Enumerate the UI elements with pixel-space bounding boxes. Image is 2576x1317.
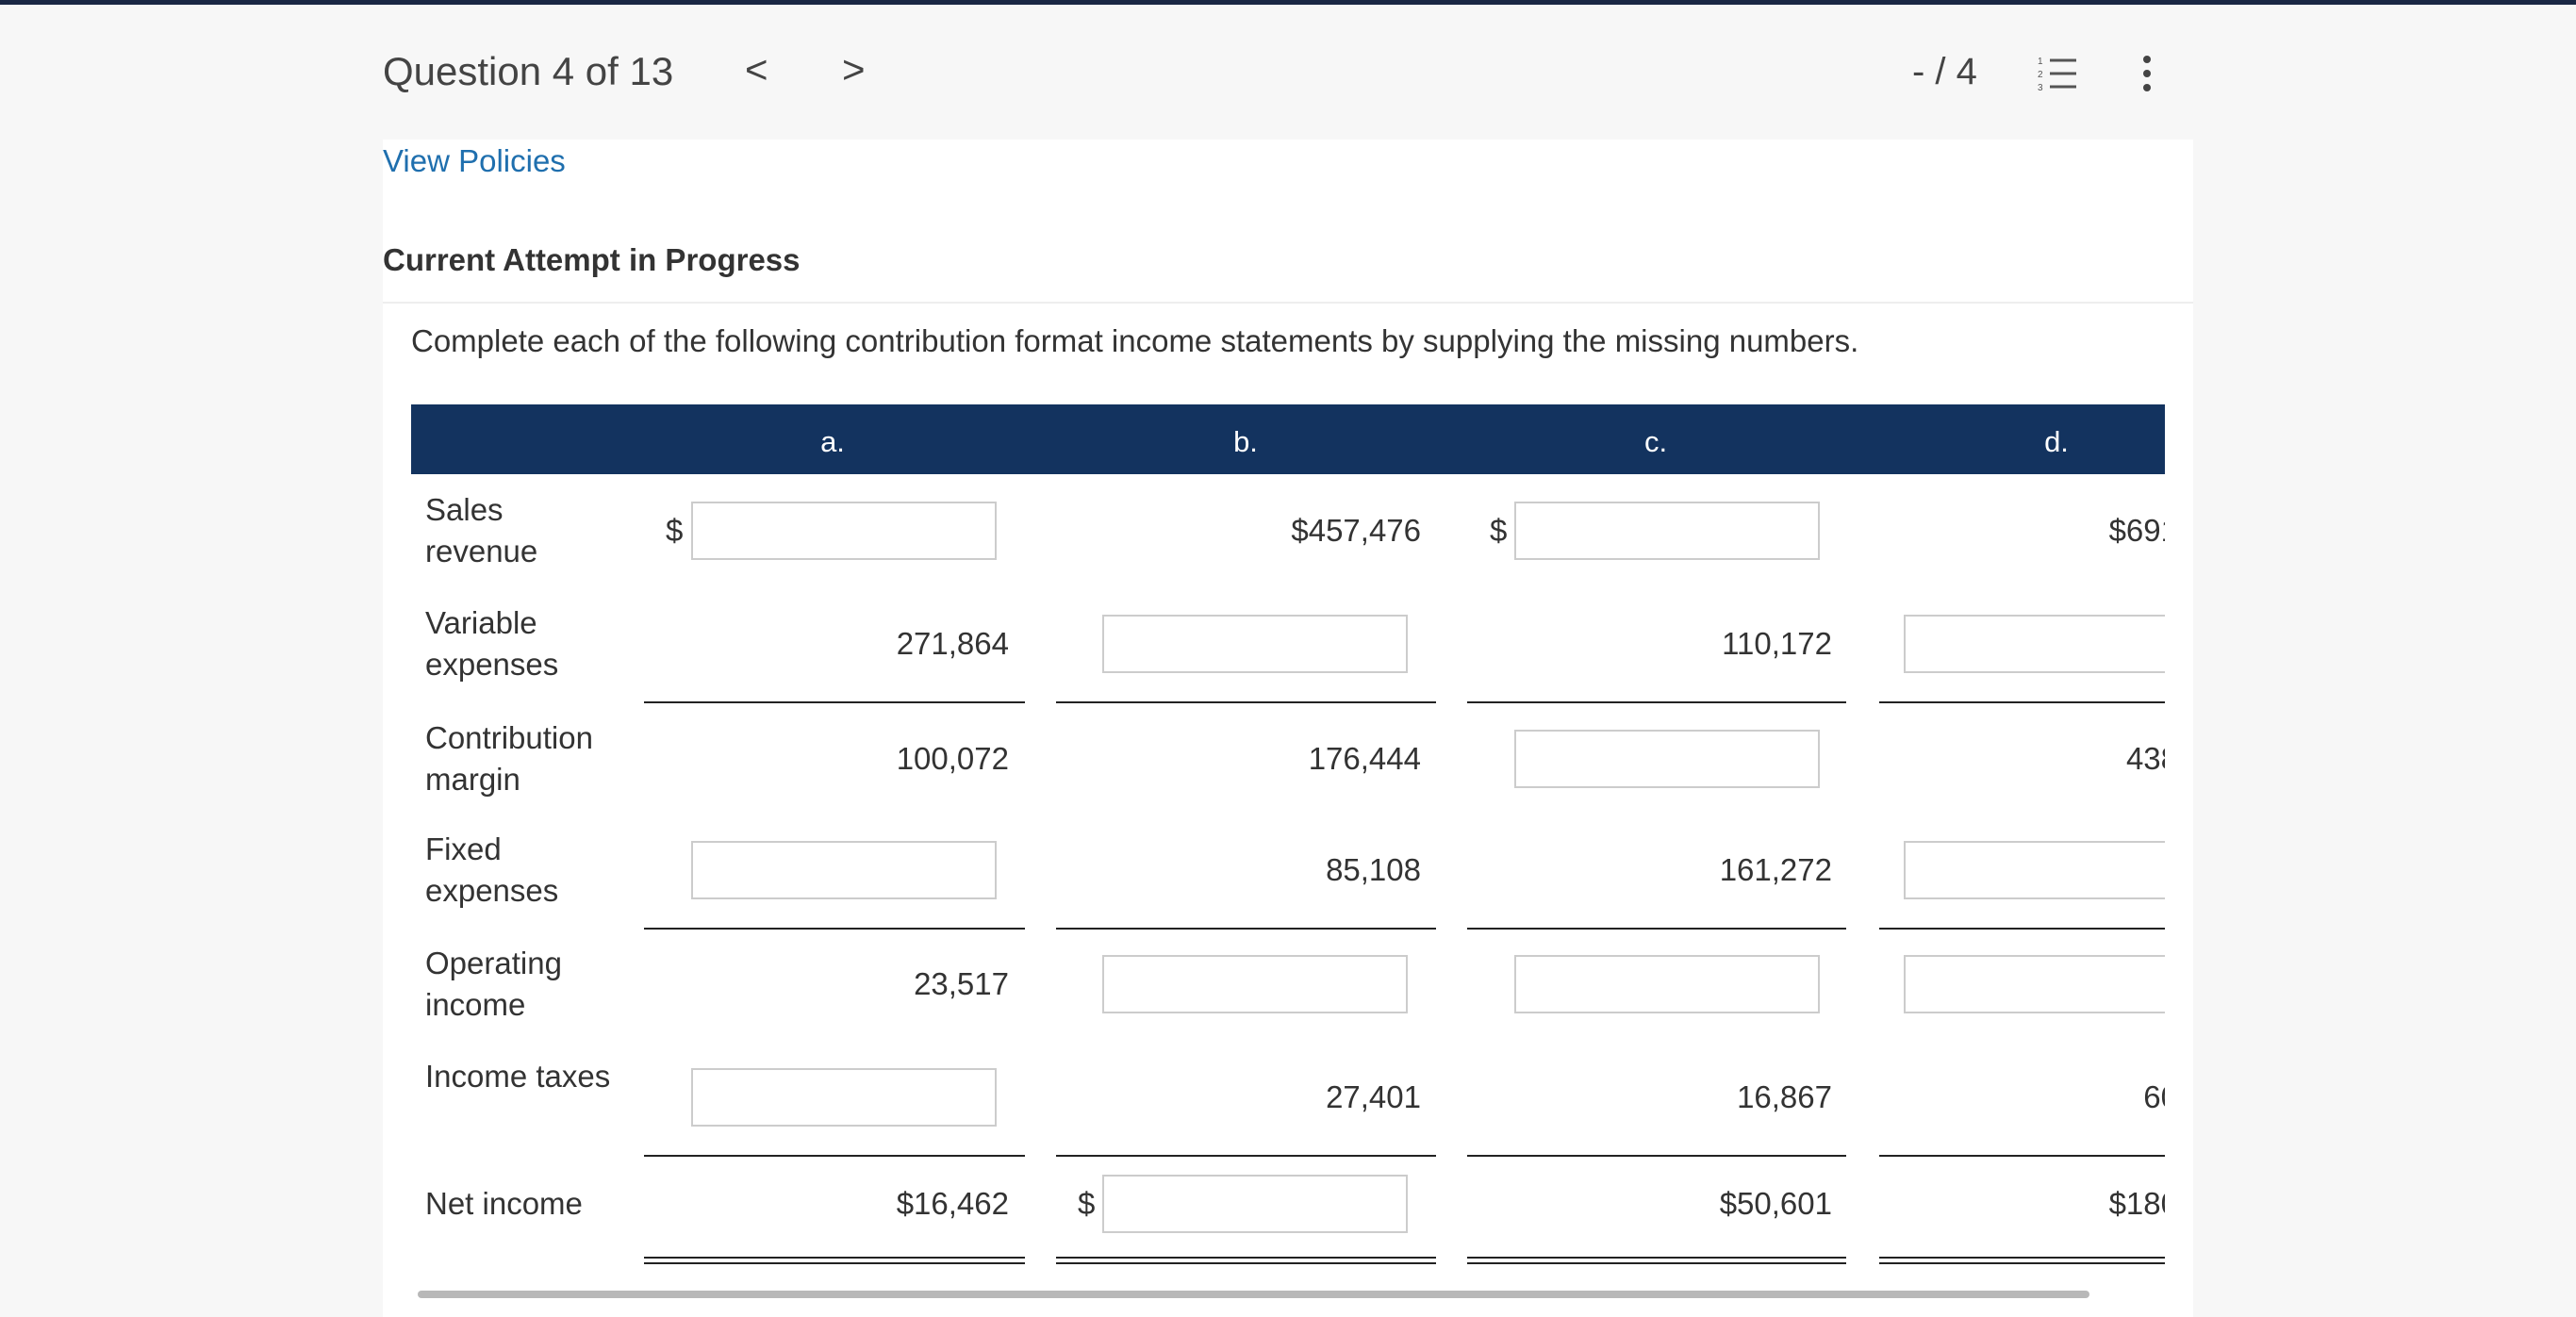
underline bbox=[1879, 1257, 2165, 1259]
more-menu[interactable] bbox=[2138, 55, 2155, 92]
answer-input[interactable] bbox=[1904, 615, 2165, 673]
underline bbox=[1879, 928, 2165, 930]
underline bbox=[1467, 1262, 1846, 1264]
column-header: a. bbox=[820, 425, 845, 458]
answer-input[interactable] bbox=[1102, 955, 1408, 1013]
scrollbar[interactable] bbox=[418, 1291, 2089, 1298]
prev-button[interactable]: < bbox=[745, 47, 768, 91]
row-label: Contribution margin bbox=[425, 720, 593, 797]
currency-sign: $ bbox=[1078, 1186, 1096, 1221]
cell-value: 176,444 bbox=[1308, 741, 1421, 776]
cell-value: $180 bbox=[2108, 1186, 2165, 1221]
separator bbox=[383, 302, 2193, 304]
answer-input[interactable] bbox=[1514, 730, 1820, 788]
cell-value: 23,517 bbox=[914, 966, 1009, 1001]
underline bbox=[1056, 928, 1436, 930]
answer-input[interactable] bbox=[1904, 955, 2165, 1013]
underline bbox=[1467, 1257, 1846, 1259]
cell-value: $16,462 bbox=[896, 1186, 1009, 1221]
cell-value: $457,476 bbox=[1291, 513, 1421, 548]
currency-sign: $ bbox=[1490, 513, 1508, 548]
answer-input[interactable] bbox=[691, 502, 997, 560]
cell-value: 110,172 bbox=[1722, 626, 1832, 661]
currency-sign: $ bbox=[666, 513, 684, 548]
instructions: Complete each of the following contribut… bbox=[411, 323, 1859, 358]
row-label: Income taxes bbox=[425, 1059, 611, 1094]
answer-input[interactable] bbox=[1514, 955, 1820, 1013]
answer-input[interactable] bbox=[1102, 1175, 1408, 1233]
column-header: d. bbox=[2044, 425, 2069, 458]
row-label: Net income bbox=[425, 1186, 583, 1221]
row-label: Sales revenue bbox=[425, 492, 538, 568]
underline bbox=[1056, 701, 1436, 703]
income-table: a. b. c. d. Sales revenue $ $457,476 $ $691 Vari… bbox=[411, 404, 2165, 1272]
table-header: a. b. c. d. bbox=[411, 404, 2165, 474]
svg-text:3: 3 bbox=[2038, 83, 2043, 92]
underline bbox=[1467, 928, 1846, 930]
view-policies-link[interactable]: View Policies bbox=[383, 143, 566, 178]
cell-value: 60 bbox=[2143, 1079, 2165, 1114]
answer-input[interactable] bbox=[691, 841, 997, 899]
cell-value: 85,108 bbox=[1326, 852, 1421, 887]
underline bbox=[1467, 701, 1846, 703]
top-bar bbox=[0, 0, 2576, 5]
question-title: Question 4 of 13 bbox=[383, 49, 674, 93]
column-header: b. bbox=[1233, 425, 1258, 458]
cell-value: $50,601 bbox=[1719, 1186, 1832, 1221]
underline bbox=[644, 701, 1025, 703]
underline bbox=[1879, 701, 2165, 703]
row-label: Variable expenses bbox=[425, 605, 559, 682]
svg-text:1: 1 bbox=[2038, 57, 2043, 67]
cell-value: 161,272 bbox=[1719, 852, 1832, 887]
next-button[interactable]: > bbox=[842, 47, 866, 91]
underline bbox=[1879, 1155, 2165, 1157]
underline bbox=[1467, 1155, 1846, 1157]
underline bbox=[1879, 1262, 2165, 1264]
svg-text:2: 2 bbox=[2038, 70, 2043, 80]
answer-input[interactable] bbox=[691, 1068, 997, 1127]
score: - / 4 bbox=[1912, 51, 1977, 92]
underline bbox=[1056, 1257, 1436, 1259]
column-header: c. bbox=[1643, 425, 1668, 458]
cell-value: 100,072 bbox=[896, 741, 1009, 776]
row-label: Fixed expenses bbox=[425, 831, 559, 908]
question-list-icon[interactable]: 1 2 3 bbox=[2037, 55, 2078, 92]
underline bbox=[644, 928, 1025, 930]
answer-input[interactable] bbox=[1514, 502, 1820, 560]
answer-input[interactable] bbox=[1102, 615, 1408, 673]
underline bbox=[644, 1262, 1025, 1264]
cell-value: 27,401 bbox=[1326, 1079, 1421, 1114]
cell-value: 438 bbox=[2125, 741, 2165, 776]
cell-value: $691 bbox=[2108, 513, 2165, 548]
underline bbox=[1056, 1155, 1436, 1157]
underline bbox=[644, 1257, 1025, 1259]
underline bbox=[1056, 1262, 1436, 1264]
content-panel bbox=[383, 140, 2193, 1317]
cell-value: 16,867 bbox=[1737, 1079, 1832, 1114]
answer-input[interactable] bbox=[1904, 841, 2165, 899]
row-label: Operating income bbox=[425, 946, 562, 1022]
cell-value: 271,864 bbox=[896, 626, 1009, 661]
underline bbox=[644, 1155, 1025, 1157]
attempt-status: Current Attempt in Progress bbox=[383, 242, 801, 277]
